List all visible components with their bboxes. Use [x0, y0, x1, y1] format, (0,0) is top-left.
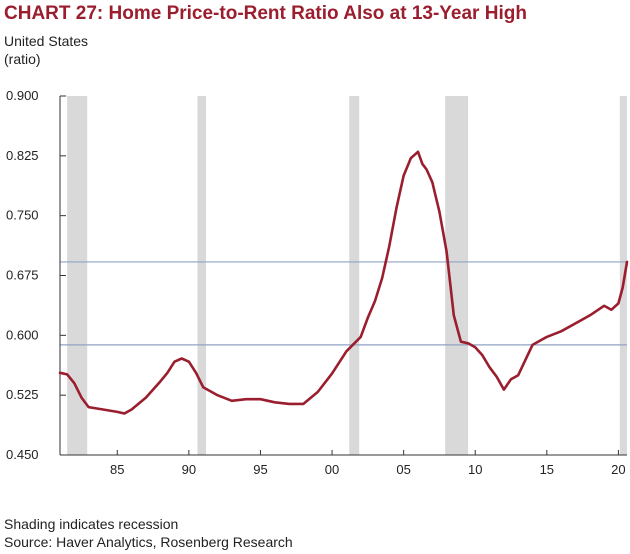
x-tick-label-1: 90 — [182, 462, 196, 477]
y-tick-label-1: 0.525 — [6, 387, 39, 402]
y-tick-label-0: 0.450 — [6, 447, 39, 462]
y-tick-label-3: 0.675 — [6, 268, 39, 283]
recession-band-0 — [67, 96, 88, 455]
x-tick-label-3: 00 — [325, 462, 339, 477]
recession-band-1 — [197, 96, 207, 455]
y-tick-label-6: 0.900 — [6, 88, 39, 103]
x-tick-label-7: 20 — [611, 462, 625, 477]
recession-band-3 — [445, 96, 469, 455]
y-tick-label-2: 0.600 — [6, 327, 39, 342]
series-line-0 — [58, 150, 629, 415]
y-tick-label-4: 0.750 — [6, 208, 39, 223]
y-tick-label-5: 0.825 — [6, 148, 39, 163]
recession-band-2 — [349, 96, 360, 455]
chart-subtitle-region: United States — [4, 33, 89, 49]
chart-subtitle-unit: (ratio) — [4, 51, 41, 67]
source-note: Source: Haver Analytics, Rosenberg Resea… — [4, 534, 293, 550]
x-tick-label-5: 10 — [468, 462, 482, 477]
x-tick-label-4: 05 — [396, 462, 410, 477]
x-tick-label-0: 85 — [110, 462, 124, 477]
x-tick-label-2: 95 — [253, 462, 267, 477]
x-tick-label-6: 15 — [540, 462, 554, 477]
chart-title: CHART 27: Home Price-to-Rent Ratio Also … — [4, 3, 527, 24]
recession-note: Shading indicates recession — [4, 516, 179, 532]
